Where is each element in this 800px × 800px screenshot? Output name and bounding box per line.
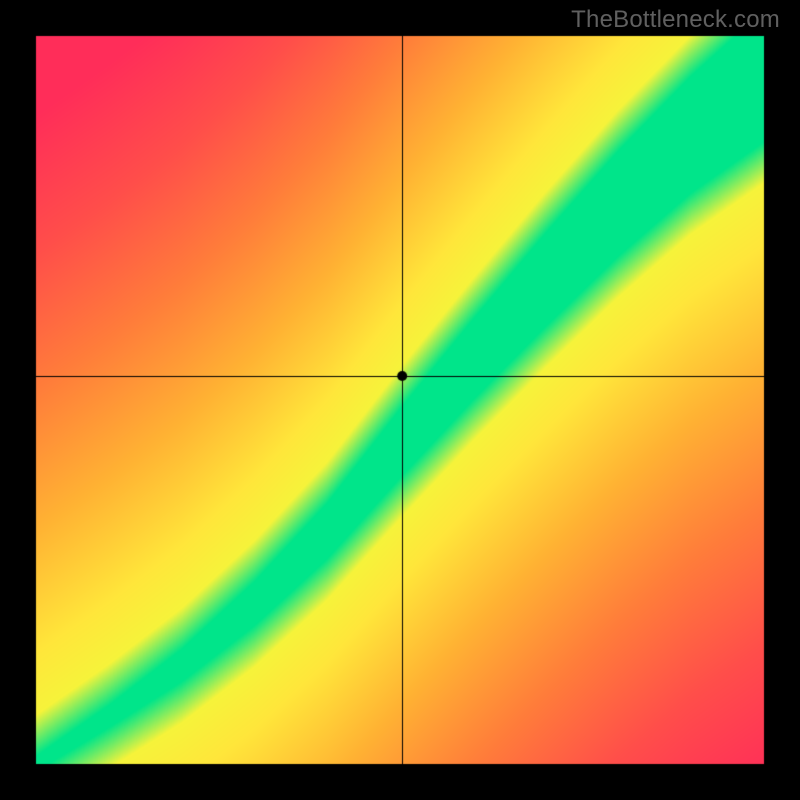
heatmap-canvas xyxy=(0,0,800,800)
watermark-text: TheBottleneck.com xyxy=(571,6,780,34)
chart-container: TheBottleneck.com xyxy=(0,0,800,800)
